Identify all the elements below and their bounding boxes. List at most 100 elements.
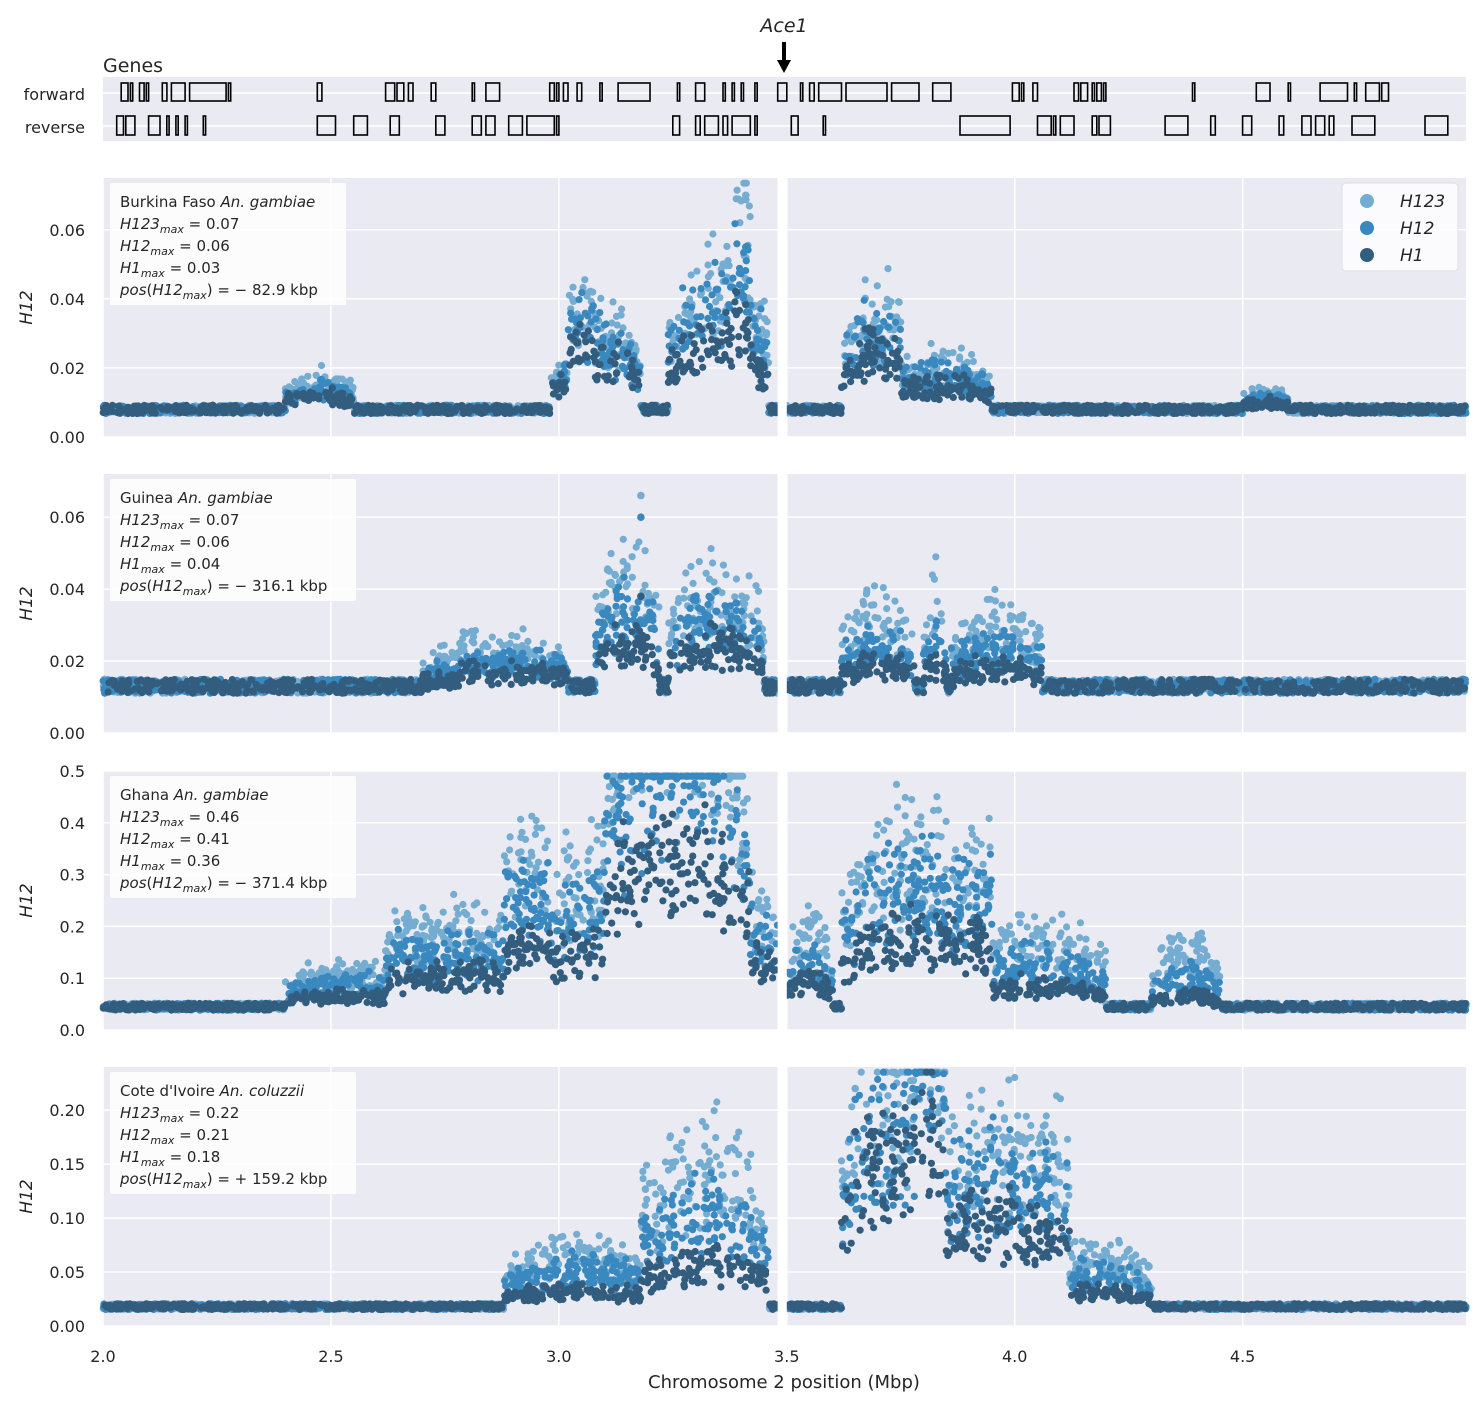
point-h123 — [304, 372, 312, 380]
point-h123 — [704, 261, 712, 269]
point-h123 — [733, 186, 741, 194]
point-h1 — [1004, 407, 1013, 415]
gene-model-reverse — [184, 115, 189, 136]
point-h1 — [347, 395, 355, 403]
y-tick-label: 0.06 — [49, 221, 85, 240]
gene-model-reverse — [1164, 115, 1189, 136]
point-h1 — [406, 409, 415, 417]
point-h12 — [843, 331, 851, 339]
gene-model-forward — [1102, 82, 1107, 102]
point-h1 — [284, 394, 292, 402]
point-h1 — [697, 355, 705, 363]
point-h1 — [1118, 409, 1126, 418]
gene-model-forward — [676, 82, 681, 102]
point-h1 — [869, 368, 877, 376]
point-h1 — [253, 403, 262, 411]
point-h1 — [1460, 403, 1468, 411]
point-h1 — [871, 344, 879, 352]
point-h123 — [908, 630, 916, 638]
gene-model-forward — [384, 82, 396, 102]
point-h1 — [597, 343, 605, 352]
point-h123 — [885, 303, 893, 311]
arrow-label: Ace1 — [758, 15, 807, 37]
y-tick-label: 0.00 — [49, 428, 85, 447]
gene-model-forward — [1011, 82, 1021, 102]
point-h12 — [682, 343, 690, 351]
point-h1 — [1379, 407, 1387, 415]
point-h1 — [893, 374, 901, 382]
point-h123 — [695, 558, 703, 566]
gene-model-reverse — [507, 115, 524, 136]
point-h1 — [766, 404, 774, 412]
point-h123 — [926, 614, 934, 622]
point-h123 — [589, 288, 597, 296]
gene-model-forward — [1353, 82, 1358, 102]
gene-model-reverse — [1328, 115, 1335, 136]
gene-model-forward — [599, 82, 604, 102]
annotation-line: H1max = 0.03 — [120, 259, 220, 280]
point-h12 — [978, 370, 986, 378]
point-h123 — [581, 276, 589, 284]
gene-model-reverse — [555, 115, 560, 136]
point-h123 — [957, 344, 966, 352]
y-tick-label: 0.02 — [49, 652, 85, 671]
point-h1 — [901, 377, 909, 385]
point-h12 — [620, 365, 629, 373]
gene-model-forward — [808, 82, 815, 102]
point-h1 — [328, 384, 336, 392]
point-h1 — [1389, 401, 1397, 409]
point-h1 — [364, 403, 372, 411]
point-h1 — [923, 372, 932, 381]
point-h1 — [1424, 401, 1432, 410]
point-h123 — [1007, 601, 1015, 609]
point-h12 — [679, 284, 687, 292]
point-h123 — [693, 267, 701, 275]
point-h1 — [926, 379, 934, 387]
gene-model-reverse — [166, 115, 170, 136]
point-h1 — [1360, 402, 1368, 410]
point-h1 — [933, 371, 941, 379]
point-h1 — [137, 408, 145, 416]
point-h1 — [1417, 408, 1425, 416]
point-h1 — [1083, 408, 1092, 416]
point-h12 — [705, 302, 714, 311]
point-h1 — [723, 319, 731, 327]
point-h1 — [690, 340, 698, 348]
point-h1 — [493, 401, 501, 409]
point-h12 — [739, 292, 748, 300]
point-h12 — [714, 285, 722, 293]
gene-gap-band — [777, 178, 787, 437]
point-h1 — [840, 371, 849, 379]
point-h123 — [539, 639, 547, 647]
point-h12 — [680, 318, 688, 326]
gene-model-reverse — [1314, 115, 1326, 136]
gene-model-reverse — [1036, 115, 1052, 136]
point-h123 — [932, 553, 940, 561]
point-h123 — [968, 350, 976, 359]
point-h1 — [590, 347, 598, 355]
point-h1 — [1280, 399, 1288, 407]
point-h1 — [860, 377, 868, 385]
point-h12 — [703, 280, 711, 288]
point-h123 — [884, 265, 892, 273]
point-h1 — [887, 359, 896, 367]
point-h1 — [695, 322, 703, 330]
point-h12 — [754, 326, 762, 334]
annotation-line: pos(H12max) = − 82.9 kbp — [119, 281, 318, 302]
point-h1 — [692, 346, 700, 354]
point-h123 — [991, 585, 999, 594]
point-h1 — [935, 396, 943, 404]
point-h1 — [291, 401, 299, 409]
point-h1 — [732, 287, 740, 295]
gene-model-forward — [316, 82, 323, 102]
point-h123 — [597, 294, 605, 302]
gene-model-forward — [817, 82, 843, 102]
point-h123 — [922, 621, 931, 629]
gene-model-forward — [1191, 82, 1196, 102]
point-h12 — [742, 257, 750, 265]
point-h1 — [1267, 403, 1275, 411]
gene-model-forward — [129, 82, 134, 102]
point-h1 — [518, 406, 526, 414]
point-h123 — [883, 295, 891, 303]
